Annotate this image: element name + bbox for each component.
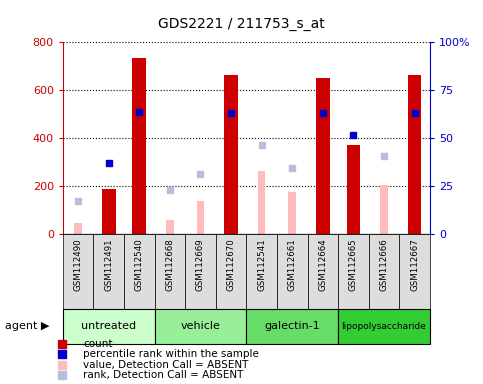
Bar — [197, 201, 204, 234]
Bar — [74, 223, 82, 234]
Text: GSM112665: GSM112665 — [349, 238, 358, 291]
Bar — [258, 170, 266, 234]
Bar — [216, 234, 246, 309]
Bar — [399, 234, 430, 309]
Text: GSM112490: GSM112490 — [73, 238, 83, 291]
Text: GSM112670: GSM112670 — [227, 238, 236, 291]
Text: agent ▶: agent ▶ — [5, 321, 49, 331]
Bar — [132, 58, 146, 234]
Bar — [246, 309, 338, 344]
Bar — [346, 146, 360, 234]
Text: count: count — [83, 339, 113, 349]
Text: galectin-1: galectin-1 — [264, 321, 320, 331]
Bar — [246, 234, 277, 309]
Bar — [166, 220, 174, 234]
Text: GSM112666: GSM112666 — [380, 238, 388, 291]
Bar — [155, 234, 185, 309]
Text: GSM112667: GSM112667 — [410, 238, 419, 291]
Bar — [288, 192, 296, 234]
Bar — [380, 185, 388, 234]
Bar — [408, 74, 422, 234]
Bar — [338, 234, 369, 309]
Bar — [63, 234, 93, 309]
Text: vehicle: vehicle — [181, 321, 220, 331]
Text: lipopolysaccharide: lipopolysaccharide — [341, 322, 426, 331]
Bar — [224, 74, 238, 234]
Text: value, Detection Call = ABSENT: value, Detection Call = ABSENT — [83, 360, 248, 370]
Bar — [63, 309, 155, 344]
Text: GSM112540: GSM112540 — [135, 238, 144, 291]
Bar — [316, 78, 330, 234]
Text: GSM112541: GSM112541 — [257, 238, 266, 291]
Text: GSM112661: GSM112661 — [288, 238, 297, 291]
Text: percentile rank within the sample: percentile rank within the sample — [83, 349, 259, 359]
Bar — [277, 234, 308, 309]
Bar — [185, 234, 216, 309]
Bar — [369, 234, 399, 309]
Text: untreated: untreated — [81, 321, 136, 331]
Bar — [124, 234, 155, 309]
Text: GSM112491: GSM112491 — [104, 238, 113, 291]
Bar — [102, 189, 115, 234]
Bar — [93, 234, 124, 309]
Text: GSM112669: GSM112669 — [196, 238, 205, 291]
Text: GSM112664: GSM112664 — [318, 238, 327, 291]
Bar — [155, 309, 246, 344]
Bar — [338, 309, 430, 344]
Bar — [308, 234, 338, 309]
Text: GSM112668: GSM112668 — [165, 238, 174, 291]
Text: GDS2221 / 211753_s_at: GDS2221 / 211753_s_at — [158, 17, 325, 31]
Text: rank, Detection Call = ABSENT: rank, Detection Call = ABSENT — [83, 370, 243, 380]
